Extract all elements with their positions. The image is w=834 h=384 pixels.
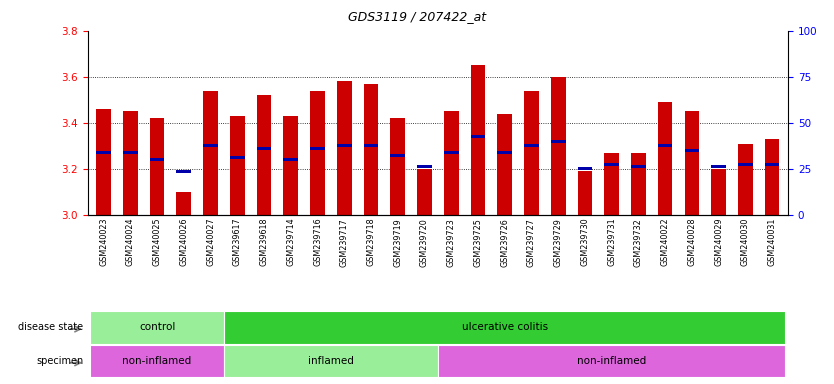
Bar <box>658 144 672 147</box>
Text: ulcerative colitis: ulcerative colitis <box>462 322 548 333</box>
Bar <box>310 147 325 150</box>
Bar <box>96 109 111 215</box>
Bar <box>524 144 539 147</box>
Bar <box>497 151 512 154</box>
Bar <box>123 111 138 215</box>
Bar <box>257 147 271 150</box>
Text: GSM239618: GSM239618 <box>259 218 269 266</box>
Bar <box>390 154 405 157</box>
Text: GSM239716: GSM239716 <box>313 218 322 266</box>
Bar <box>605 153 619 215</box>
Text: GSM239720: GSM239720 <box>420 218 429 266</box>
Text: GSM240028: GSM240028 <box>687 218 696 266</box>
Bar <box>438 345 786 377</box>
Text: GSM240030: GSM240030 <box>741 218 750 266</box>
Bar <box>417 165 432 168</box>
Bar <box>224 311 786 344</box>
Bar <box>765 139 780 215</box>
Text: GSM240026: GSM240026 <box>179 218 188 266</box>
Bar <box>224 345 438 377</box>
Text: inflamed: inflamed <box>308 356 354 366</box>
Bar <box>685 111 699 215</box>
Text: GSM239719: GSM239719 <box>394 218 402 266</box>
Text: non-inflamed: non-inflamed <box>123 356 192 366</box>
Text: GSM240022: GSM240022 <box>661 218 670 266</box>
Text: disease state: disease state <box>18 322 83 333</box>
Text: non-inflamed: non-inflamed <box>577 356 646 366</box>
Text: GSM239617: GSM239617 <box>233 218 242 266</box>
Bar <box>550 140 565 143</box>
Bar <box>470 135 485 138</box>
Text: GSM240024: GSM240024 <box>126 218 135 266</box>
Bar <box>284 116 298 215</box>
Text: GSM239714: GSM239714 <box>286 218 295 266</box>
Bar <box>417 169 432 215</box>
Bar <box>390 118 405 215</box>
Bar <box>364 84 379 215</box>
Bar <box>337 81 352 215</box>
Text: GSM239731: GSM239731 <box>607 218 616 266</box>
Bar <box>765 163 780 166</box>
Bar <box>310 91 325 215</box>
Text: specimen: specimen <box>36 356 83 366</box>
Text: GSM240031: GSM240031 <box>767 218 776 266</box>
Bar <box>123 151 138 154</box>
Text: GSM239718: GSM239718 <box>366 218 375 266</box>
Text: GSM240023: GSM240023 <box>99 218 108 266</box>
Bar <box>90 311 224 344</box>
Text: GSM239727: GSM239727 <box>527 218 536 267</box>
Text: GSM240027: GSM240027 <box>206 218 215 266</box>
Bar <box>605 163 619 166</box>
Bar <box>497 114 512 215</box>
Bar <box>364 144 379 147</box>
Bar <box>230 116 244 215</box>
Bar <box>150 158 164 161</box>
Bar <box>444 111 459 215</box>
Text: GSM239726: GSM239726 <box>500 218 510 266</box>
Text: GSM239725: GSM239725 <box>474 218 482 267</box>
Text: GSM240029: GSM240029 <box>714 218 723 266</box>
Bar <box>578 171 592 215</box>
Bar <box>203 91 218 215</box>
Text: GSM239730: GSM239730 <box>580 218 590 266</box>
Bar <box>284 158 298 161</box>
Text: GSM239729: GSM239729 <box>554 218 563 267</box>
Text: GSM239717: GSM239717 <box>339 218 349 266</box>
Bar <box>685 149 699 152</box>
Bar <box>658 102 672 215</box>
Bar <box>470 65 485 215</box>
Bar <box>177 192 191 215</box>
Text: GSM240025: GSM240025 <box>153 218 162 266</box>
Bar <box>738 144 753 215</box>
Bar <box>203 144 218 147</box>
Bar <box>578 167 592 170</box>
Text: GSM239723: GSM239723 <box>447 218 455 266</box>
Bar <box>711 169 726 215</box>
Bar <box>524 91 539 215</box>
Bar <box>738 163 753 166</box>
Bar <box>96 151 111 154</box>
Bar <box>444 151 459 154</box>
Text: GDS3119 / 207422_at: GDS3119 / 207422_at <box>348 10 486 23</box>
Bar <box>177 170 191 173</box>
Bar <box>150 118 164 215</box>
Bar <box>631 153 646 215</box>
Bar <box>230 156 244 159</box>
Bar <box>257 95 271 215</box>
Text: GSM239732: GSM239732 <box>634 218 643 266</box>
Bar <box>711 165 726 168</box>
Text: control: control <box>139 322 175 333</box>
Bar <box>337 144 352 147</box>
Bar <box>631 165 646 168</box>
Bar <box>550 77 565 215</box>
Bar <box>90 345 224 377</box>
